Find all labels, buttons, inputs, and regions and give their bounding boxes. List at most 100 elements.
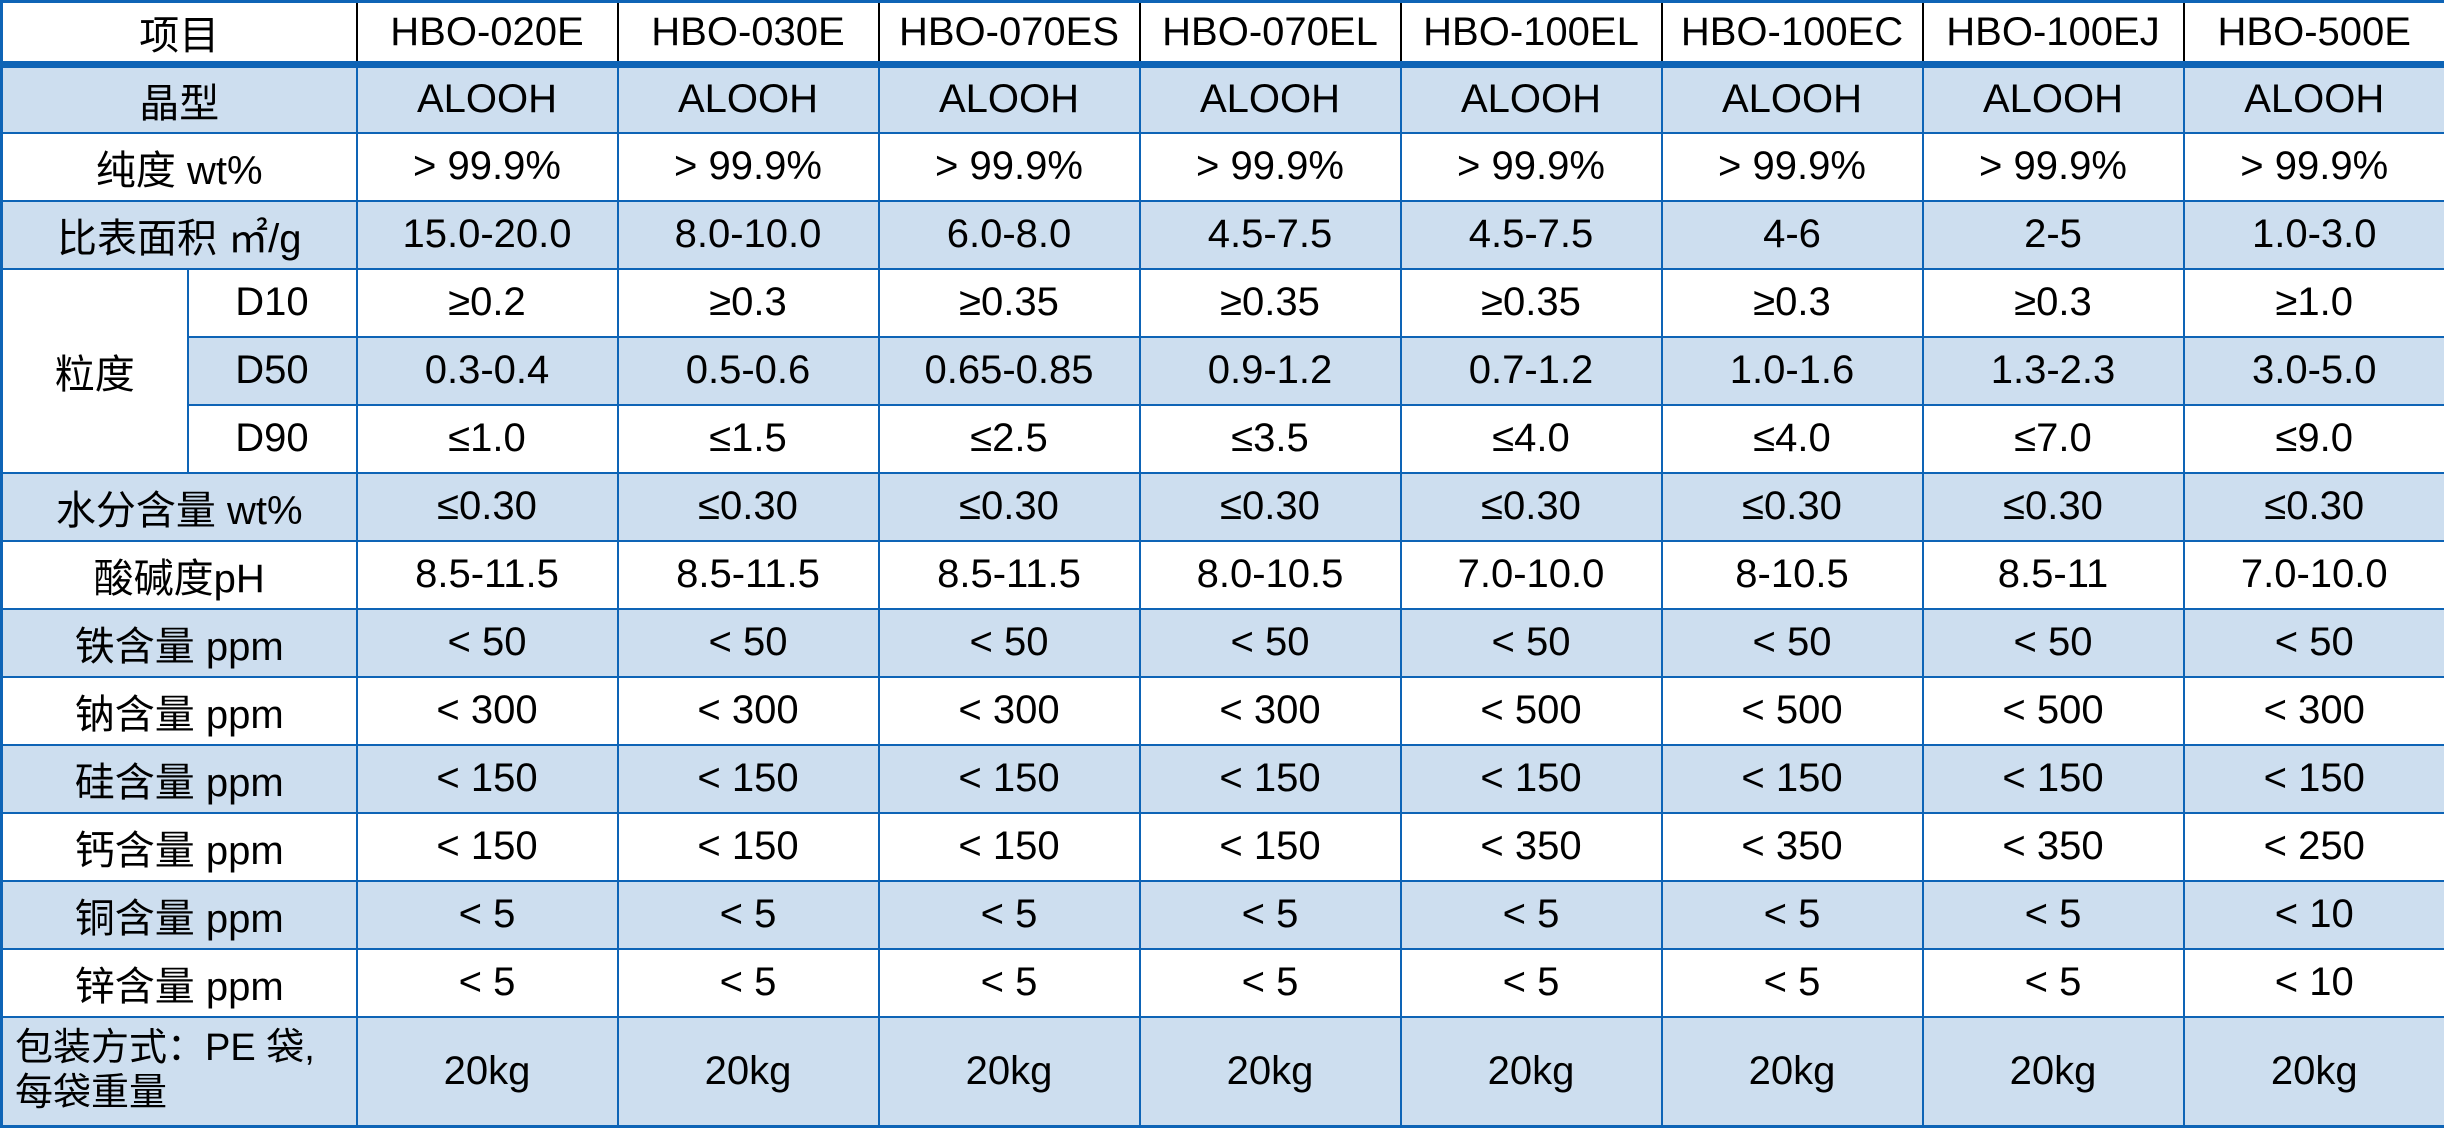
spec-cell: 20kg	[2184, 1017, 2444, 1127]
spec-cell: < 5	[1401, 949, 1662, 1017]
spec-cell: < 300	[879, 677, 1140, 745]
spec-cell: ≥0.3	[1662, 269, 1923, 337]
spec-cell: < 300	[357, 677, 618, 745]
spec-cell: ≤0.30	[1662, 473, 1923, 541]
spec-cell: < 150	[1923, 745, 2184, 813]
row-label: 铁含量 ppm	[2, 609, 357, 677]
spec-cell: 8.0-10.5	[1140, 541, 1401, 609]
item-header: 项目	[2, 2, 357, 65]
row-label: 比表面积 ㎡/g	[2, 201, 357, 269]
spec-cell: 6.0-8.0	[879, 201, 1140, 269]
spec-cell: 8-10.5	[1662, 541, 1923, 609]
row-label: 锌含量 ppm	[2, 949, 357, 1017]
spec-cell: 3.0-5.0	[2184, 337, 2444, 405]
particle-sub-label: D90	[188, 405, 357, 473]
spec-cell: ALOOH	[1401, 65, 1662, 133]
particle-group-label: 粒度	[2, 269, 188, 473]
spec-cell: ALOOH	[1662, 65, 1923, 133]
spec-cell: < 50	[879, 609, 1140, 677]
packaging-label-line: 包装方式：PE 袋,	[15, 1026, 356, 1071]
spec-cell: 8.5-11.5	[618, 541, 879, 609]
packaging-label-line: 每袋重量	[15, 1071, 356, 1116]
table-row: 锌含量 ppm< 5< 5< 5< 5< 5< 5< 5< 10	[2, 949, 2444, 1017]
spec-cell: 7.0-10.0	[1401, 541, 1662, 609]
spec-cell: < 150	[618, 745, 879, 813]
spec-cell: ≤0.30	[2184, 473, 2444, 541]
spec-cell: < 150	[357, 745, 618, 813]
spec-cell: 1.0-1.6	[1662, 337, 1923, 405]
spec-cell: 0.5-0.6	[618, 337, 879, 405]
table-row: 纯度 wt%> 99.9%> 99.9%> 99.9%> 99.9%> 99.9…	[2, 133, 2444, 201]
row-label: 钠含量 ppm	[2, 677, 357, 745]
spec-cell: < 5	[1923, 949, 2184, 1017]
spec-cell: ALOOH	[357, 65, 618, 133]
spec-cell: ≤0.30	[1140, 473, 1401, 541]
spec-cell: ≤7.0	[1923, 405, 2184, 473]
product-header: HBO-100EC	[1662, 2, 1923, 65]
spec-cell: < 50	[1401, 609, 1662, 677]
spec-cell: > 99.9%	[879, 133, 1140, 201]
spec-cell: ≥0.2	[357, 269, 618, 337]
product-header: HBO-100EJ	[1923, 2, 2184, 65]
spec-cell: ALOOH	[618, 65, 879, 133]
spec-cell: ≤0.30	[1401, 473, 1662, 541]
spec-cell: 8.0-10.0	[618, 201, 879, 269]
spec-cell: 20kg	[1923, 1017, 2184, 1127]
spec-cell: 4.5-7.5	[1401, 201, 1662, 269]
spec-cell: > 99.9%	[2184, 133, 2444, 201]
spec-cell: 20kg	[1140, 1017, 1401, 1127]
row-label: 钙含量 ppm	[2, 813, 357, 881]
spec-cell: < 150	[1140, 813, 1401, 881]
spec-cell: > 99.9%	[1140, 133, 1401, 201]
spec-cell: < 50	[1923, 609, 2184, 677]
spec-cell: < 150	[2184, 745, 2444, 813]
product-header: HBO-500E	[2184, 2, 2444, 65]
spec-cell: 2-5	[1923, 201, 2184, 269]
spec-cell: 4.5-7.5	[1140, 201, 1401, 269]
spec-cell: < 150	[879, 745, 1140, 813]
spec-cell: 0.3-0.4	[357, 337, 618, 405]
spec-cell: 8.5-11.5	[357, 541, 618, 609]
spec-cell: ≤2.5	[879, 405, 1140, 473]
spec-cell: 20kg	[1662, 1017, 1923, 1127]
spec-cell: < 350	[1662, 813, 1923, 881]
spec-cell: < 5	[357, 949, 618, 1017]
spec-cell: < 50	[618, 609, 879, 677]
spec-cell: < 10	[2184, 881, 2444, 949]
particle-sub-label: D50	[188, 337, 357, 405]
row-label: 硅含量 ppm	[2, 745, 357, 813]
table-row: 硅含量 ppm< 150< 150< 150< 150< 150< 150< 1…	[2, 745, 2444, 813]
spec-cell: ≥0.35	[1401, 269, 1662, 337]
table-row: 钙含量 ppm< 150< 150< 150< 150< 350< 350< 3…	[2, 813, 2444, 881]
spec-cell: < 5	[357, 881, 618, 949]
spec-cell: < 5	[879, 881, 1140, 949]
spec-cell: < 150	[1662, 745, 1923, 813]
spec-cell: 20kg	[357, 1017, 618, 1127]
spec-cell: < 5	[1662, 949, 1923, 1017]
spec-cell: ≤0.30	[357, 473, 618, 541]
spec-cell: ≤3.5	[1140, 405, 1401, 473]
spec-cell: > 99.9%	[357, 133, 618, 201]
spec-cell: < 150	[1401, 745, 1662, 813]
spec-cell: < 300	[618, 677, 879, 745]
spec-cell: < 50	[1662, 609, 1923, 677]
spec-cell: 0.7-1.2	[1401, 337, 1662, 405]
spec-cell: > 99.9%	[1401, 133, 1662, 201]
spec-cell: < 5	[879, 949, 1140, 1017]
spec-cell: ≤9.0	[2184, 405, 2444, 473]
table-row: 铜含量 ppm< 5< 5< 5< 5< 5< 5< 5< 10	[2, 881, 2444, 949]
product-header: HBO-070ES	[879, 2, 1140, 65]
spec-cell: < 300	[2184, 677, 2444, 745]
spec-cell: ≥0.35	[1140, 269, 1401, 337]
spec-cell: < 5	[618, 881, 879, 949]
spec-cell: ALOOH	[1923, 65, 2184, 133]
spec-cell: < 150	[1140, 745, 1401, 813]
spec-cell: 7.0-10.0	[2184, 541, 2444, 609]
spec-cell: < 10	[2184, 949, 2444, 1017]
spec-cell: 1.3-2.3	[1923, 337, 2184, 405]
spec-cell: < 350	[1923, 813, 2184, 881]
row-label: 包装方式：PE 袋,每袋重量	[2, 1017, 357, 1127]
